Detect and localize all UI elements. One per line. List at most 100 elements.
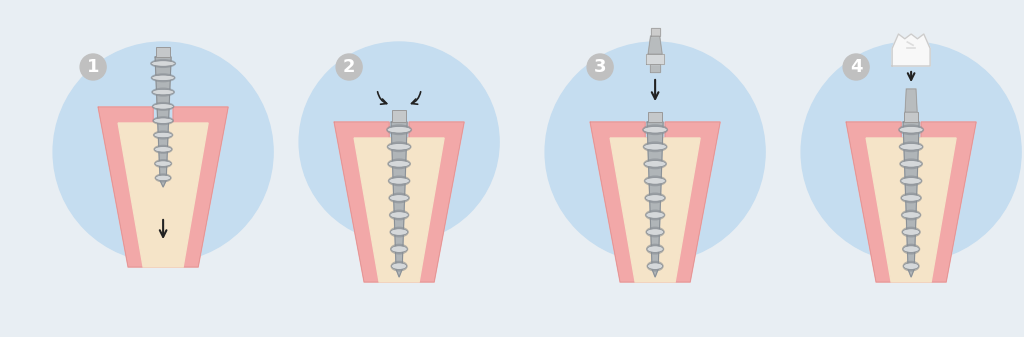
Ellipse shape [389, 178, 410, 184]
Ellipse shape [646, 244, 665, 254]
Ellipse shape [902, 229, 920, 235]
Circle shape [336, 54, 362, 80]
Text: 2: 2 [343, 58, 355, 76]
Ellipse shape [646, 212, 665, 218]
Ellipse shape [903, 263, 919, 269]
Circle shape [587, 54, 613, 80]
Ellipse shape [645, 195, 665, 201]
Polygon shape [846, 122, 976, 282]
Ellipse shape [900, 144, 923, 150]
Ellipse shape [899, 126, 923, 133]
Ellipse shape [389, 195, 409, 201]
Ellipse shape [152, 102, 174, 111]
Ellipse shape [153, 104, 173, 109]
Ellipse shape [647, 246, 664, 252]
Ellipse shape [644, 192, 666, 203]
Ellipse shape [644, 144, 667, 150]
Bar [392, 110, 407, 122]
Polygon shape [903, 122, 920, 277]
Ellipse shape [390, 212, 409, 218]
Ellipse shape [900, 161, 922, 167]
Ellipse shape [898, 124, 924, 135]
Text: 1: 1 [87, 58, 99, 76]
Ellipse shape [643, 126, 667, 133]
Ellipse shape [643, 158, 667, 169]
Ellipse shape [388, 161, 410, 167]
Polygon shape [354, 138, 444, 282]
Polygon shape [648, 36, 663, 54]
Ellipse shape [154, 118, 173, 123]
Polygon shape [905, 89, 918, 112]
Polygon shape [646, 54, 665, 64]
Ellipse shape [900, 192, 922, 203]
Ellipse shape [153, 116, 174, 125]
Circle shape [80, 54, 106, 80]
Ellipse shape [647, 263, 663, 269]
Ellipse shape [152, 88, 175, 97]
Ellipse shape [391, 246, 408, 252]
Ellipse shape [388, 176, 411, 186]
Ellipse shape [646, 261, 664, 272]
Polygon shape [892, 34, 930, 66]
Ellipse shape [156, 175, 171, 181]
Ellipse shape [388, 192, 410, 203]
Ellipse shape [645, 226, 665, 238]
Polygon shape [391, 122, 408, 277]
Circle shape [801, 42, 1021, 262]
Ellipse shape [389, 210, 410, 220]
Polygon shape [155, 57, 171, 187]
Polygon shape [610, 138, 700, 282]
Ellipse shape [387, 158, 411, 169]
Ellipse shape [151, 59, 176, 68]
Polygon shape [590, 122, 720, 282]
Ellipse shape [903, 246, 920, 252]
Polygon shape [650, 64, 660, 72]
Ellipse shape [390, 244, 409, 254]
Polygon shape [334, 122, 464, 282]
Bar [156, 47, 170, 57]
Ellipse shape [154, 132, 172, 138]
Ellipse shape [642, 124, 668, 135]
Ellipse shape [155, 161, 171, 166]
Ellipse shape [902, 244, 921, 254]
Ellipse shape [153, 89, 174, 95]
Ellipse shape [646, 229, 664, 235]
Ellipse shape [391, 263, 407, 269]
Circle shape [843, 54, 869, 80]
Ellipse shape [901, 178, 922, 184]
Ellipse shape [151, 73, 175, 82]
Circle shape [299, 42, 499, 242]
Ellipse shape [901, 195, 921, 201]
Ellipse shape [390, 261, 408, 272]
Polygon shape [98, 107, 228, 267]
Polygon shape [647, 122, 664, 277]
Ellipse shape [154, 159, 172, 168]
Ellipse shape [902, 261, 920, 272]
Ellipse shape [901, 210, 922, 220]
Ellipse shape [153, 130, 173, 140]
Ellipse shape [899, 142, 924, 152]
Bar [904, 112, 919, 122]
Polygon shape [118, 123, 208, 267]
Ellipse shape [899, 158, 923, 169]
Bar [648, 112, 663, 122]
Polygon shape [650, 28, 659, 36]
Ellipse shape [152, 61, 175, 66]
Ellipse shape [901, 226, 921, 238]
Ellipse shape [902, 212, 921, 218]
Ellipse shape [900, 176, 923, 186]
Ellipse shape [389, 226, 409, 238]
Ellipse shape [645, 210, 666, 220]
Ellipse shape [645, 178, 666, 184]
Circle shape [53, 42, 273, 262]
Ellipse shape [152, 75, 174, 81]
Ellipse shape [644, 161, 666, 167]
Ellipse shape [155, 173, 172, 182]
Circle shape [545, 42, 765, 262]
Text: 3: 3 [594, 58, 606, 76]
Ellipse shape [643, 142, 668, 152]
Ellipse shape [644, 176, 667, 186]
Ellipse shape [388, 144, 411, 150]
Ellipse shape [155, 147, 172, 152]
Polygon shape [866, 138, 956, 282]
